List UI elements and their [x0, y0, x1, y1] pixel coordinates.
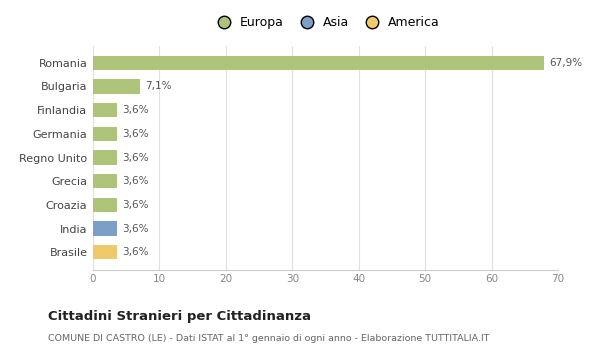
Bar	[93, 150, 117, 164]
Text: 3,6%: 3,6%	[122, 224, 149, 233]
Bar	[93, 56, 544, 70]
Bar	[93, 198, 117, 212]
Bar	[93, 222, 117, 236]
Text: Cittadini Stranieri per Cittadinanza: Cittadini Stranieri per Cittadinanza	[48, 310, 311, 323]
Text: 3,6%: 3,6%	[122, 247, 149, 257]
Legend: Europa, Asia, America: Europa, Asia, America	[206, 12, 445, 34]
Text: 7,1%: 7,1%	[145, 82, 172, 91]
Bar	[93, 174, 117, 188]
Text: 3,6%: 3,6%	[122, 200, 149, 210]
Text: 3,6%: 3,6%	[122, 129, 149, 139]
Text: 3,6%: 3,6%	[122, 176, 149, 186]
Text: 3,6%: 3,6%	[122, 105, 149, 115]
Text: 3,6%: 3,6%	[122, 153, 149, 162]
Text: COMUNE DI CASTRO (LE) - Dati ISTAT al 1° gennaio di ogni anno - Elaborazione TUT: COMUNE DI CASTRO (LE) - Dati ISTAT al 1°…	[48, 334, 490, 343]
Text: 67,9%: 67,9%	[550, 58, 583, 68]
Bar	[93, 127, 117, 141]
Bar	[93, 245, 117, 259]
Bar	[93, 103, 117, 117]
Bar	[93, 79, 140, 93]
